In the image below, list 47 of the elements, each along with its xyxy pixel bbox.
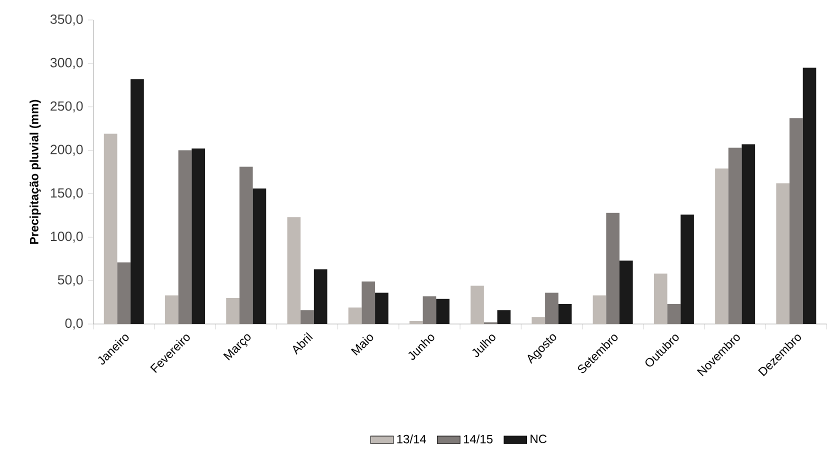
bar: [532, 317, 546, 324]
legend-label: NC: [530, 434, 547, 444]
legend-label: 13/14: [397, 434, 426, 444]
bar: [558, 304, 572, 324]
bar: [680, 214, 694, 324]
bar: [300, 310, 314, 324]
bar: [742, 144, 756, 324]
bar: [192, 148, 206, 324]
bar: [422, 296, 436, 324]
bar: [436, 299, 450, 324]
bar: [252, 188, 266, 324]
bar: [620, 260, 633, 324]
bar: [776, 184, 790, 324]
bar: [497, 310, 511, 324]
y-axis-title: Precipitação pluvial (mm): [30, 100, 41, 244]
bar: [226, 298, 240, 324]
bar: [165, 296, 178, 324]
bar: [470, 286, 484, 324]
y-tick-label: 100,0: [50, 232, 83, 243]
bar: [375, 292, 388, 324]
bar: [592, 296, 606, 324]
bar: [362, 282, 376, 324]
y-tick-label: 200,0: [50, 145, 83, 156]
bar: [287, 217, 301, 324]
bar: [239, 167, 253, 324]
bar: [409, 321, 423, 324]
bar: [802, 68, 816, 324]
bar: [654, 274, 668, 324]
y-tick-label: 300,0: [50, 58, 83, 70]
bar: [130, 79, 144, 324]
y-tick-label: 250,0: [50, 102, 83, 113]
bar: [178, 150, 192, 324]
bar: [545, 292, 558, 324]
bar: [728, 148, 742, 324]
bar: [790, 118, 803, 324]
bar: [348, 308, 362, 324]
y-tick-label: 150,0: [50, 188, 83, 200]
bar: [314, 270, 328, 324]
bar: [715, 168, 728, 324]
bar: [667, 304, 681, 324]
bar: [606, 213, 620, 324]
bar: [104, 134, 118, 324]
bar: [117, 262, 131, 324]
y-tick-label: 0,0: [65, 318, 83, 330]
y-tick-label: 50,0: [58, 275, 83, 286]
y-tick-label: 350,0: [50, 14, 83, 26]
legend-label: 14/15: [464, 434, 493, 444]
